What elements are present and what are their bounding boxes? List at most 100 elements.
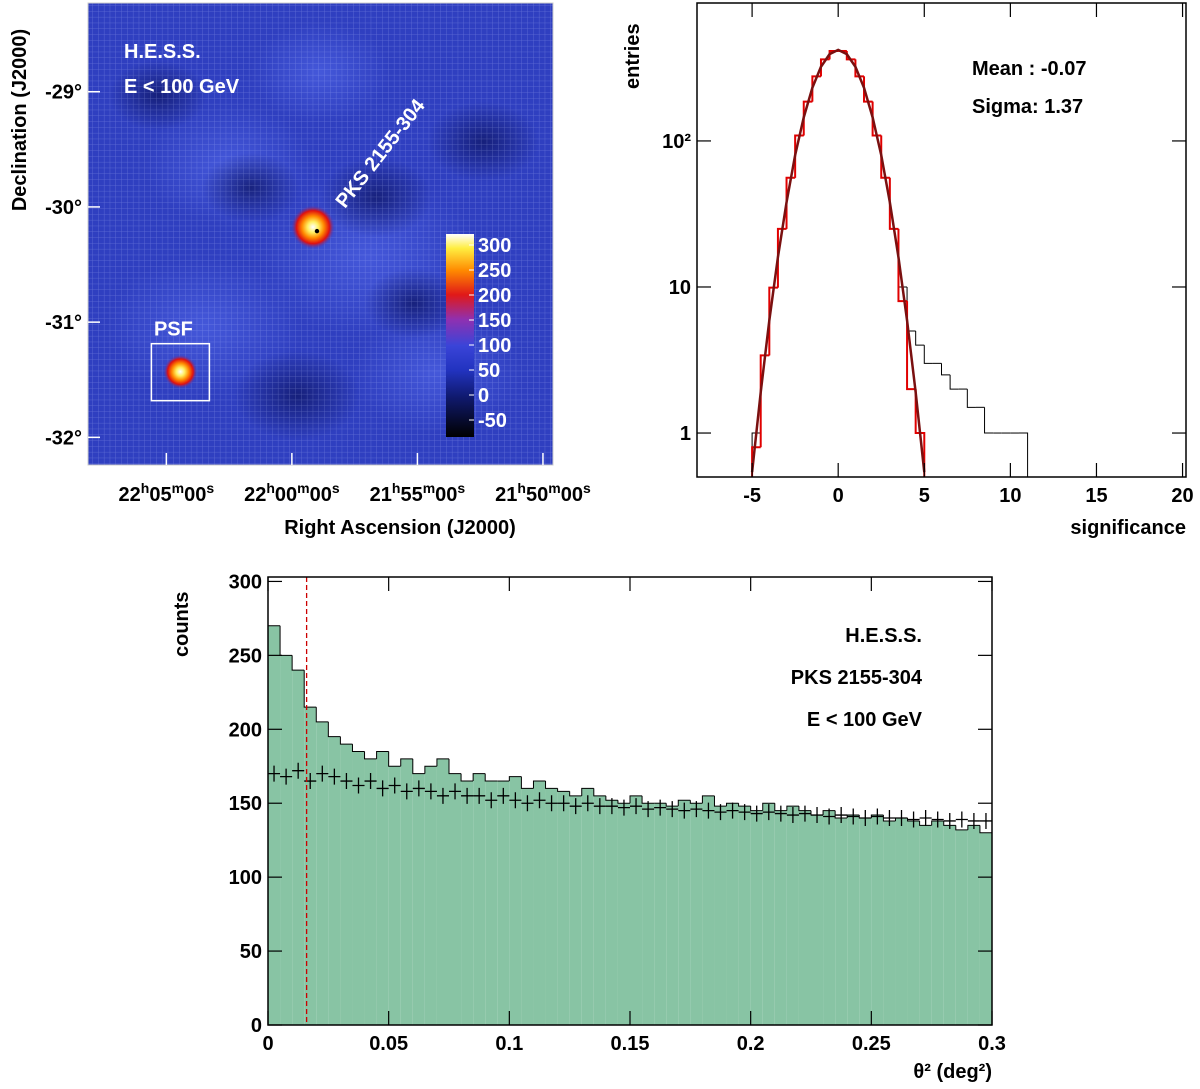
data-point <box>654 799 667 816</box>
histogram-bar <box>823 810 836 1025</box>
histogram-step <box>1018 432 1029 477</box>
data-point <box>702 802 715 819</box>
colorbar-tick-label: 50 <box>478 360 500 382</box>
data-point <box>400 783 413 800</box>
histogram-outline <box>955 825 968 831</box>
source-position <box>314 228 320 234</box>
histogram-bar <box>364 758 377 1025</box>
colorbar-tick-label: 200 <box>478 285 511 307</box>
x-axis-label: Right Ascension (J2000) <box>284 517 516 539</box>
histogram-step <box>966 389 976 408</box>
y-tick-label: 150 <box>229 793 262 815</box>
data-point <box>328 768 341 785</box>
data-point <box>774 805 787 822</box>
data-point <box>955 811 968 828</box>
colorbar-tick-label: 100 <box>478 335 511 357</box>
y-tick-label: 0 <box>251 1015 262 1037</box>
data-point <box>497 787 510 804</box>
histogram-step <box>768 286 778 356</box>
y-tick-label: 10 <box>669 277 691 299</box>
histogram-step <box>871 101 882 137</box>
x-tick-label: 0.2 <box>737 1033 765 1055</box>
histogram-outline <box>979 825 992 834</box>
y-tick-label: 300 <box>229 571 262 593</box>
histogram-bar <box>907 820 920 1025</box>
histogram-outline <box>786 805 799 811</box>
y-axis-label: Declination (J2000) <box>9 29 31 211</box>
data-point <box>593 798 606 815</box>
psf-box <box>150 342 211 402</box>
data-point <box>798 805 811 822</box>
histogram-outline <box>448 758 462 775</box>
colorbar-tick-label: -50 <box>478 410 507 432</box>
x-tick-label: 22h00m00s <box>244 480 340 506</box>
data-point <box>738 804 751 821</box>
source-emission <box>290 205 335 250</box>
histogram-outline <box>967 824 980 830</box>
histogram-step <box>776 227 787 288</box>
histogram-bar <box>593 795 606 1025</box>
colorbar-tick-label: 250 <box>478 260 511 282</box>
histogram-bar <box>436 758 449 1025</box>
histogram-bar <box>268 625 281 1025</box>
histogram-outline <box>713 795 727 807</box>
x-axis-label: θ² (deg²) <box>913 1061 992 1083</box>
histogram-outline <box>701 795 715 804</box>
y-tick-label: 10² <box>662 131 691 153</box>
histogram-outline <box>545 781 558 789</box>
histogram-outline <box>388 751 401 767</box>
y-tick-label: -29° <box>45 82 82 104</box>
histogram-bar <box>521 788 534 1025</box>
histogram-bar <box>774 810 787 1025</box>
data-point <box>967 812 980 829</box>
histogram-bar <box>328 736 341 1025</box>
histogram-bar <box>376 751 389 1025</box>
histogram-outline <box>629 795 643 804</box>
data-point <box>268 765 281 782</box>
histogram-bar <box>340 744 353 1025</box>
histogram-bar <box>967 825 980 1025</box>
y-tick-label: -32° <box>45 427 82 449</box>
histogram-outline <box>532 780 546 789</box>
histogram-bar <box>678 800 691 1025</box>
histogram-bar <box>352 751 365 1025</box>
data-point <box>678 802 691 819</box>
data-point <box>883 810 896 827</box>
psf-label: PSF <box>154 319 193 341</box>
histogram-bar <box>895 818 908 1025</box>
data-point <box>521 795 534 812</box>
histogram-bar <box>835 818 848 1025</box>
data-point <box>388 777 401 794</box>
histogram-bar <box>738 806 751 1025</box>
y-tick-label: -30° <box>45 197 82 219</box>
histogram-outline <box>400 758 413 767</box>
data-point <box>666 801 679 818</box>
histogram-outline <box>762 802 775 811</box>
data-point <box>931 811 944 828</box>
data-point <box>907 811 920 828</box>
histogram-outline <box>436 758 449 767</box>
map-annotation: H.E.S.S. <box>124 41 201 63</box>
histogram-bar <box>859 818 872 1025</box>
y-tick-label: 250 <box>229 645 262 667</box>
data-point <box>979 812 992 829</box>
map-annotation: E < 100 GeV <box>124 76 240 98</box>
histogram-bar <box>388 766 401 1025</box>
data-point <box>859 810 872 827</box>
y-tick-label: 1 <box>680 423 691 445</box>
y-tick-label: 100 <box>229 867 262 889</box>
histogram-outline <box>339 736 353 745</box>
histogram-outline <box>665 803 679 807</box>
histogram-bar <box>786 806 799 1025</box>
histogram-bar <box>412 773 425 1025</box>
data-point <box>581 795 594 812</box>
histogram-outline <box>907 818 920 822</box>
histogram-bar <box>883 820 896 1025</box>
histogram-outline <box>424 765 437 774</box>
histogram-bar <box>931 820 944 1025</box>
histogram-outline <box>738 803 751 807</box>
data-point <box>340 773 353 790</box>
data-point <box>424 783 437 800</box>
x-tick-label: 21h55m00s <box>370 480 466 506</box>
